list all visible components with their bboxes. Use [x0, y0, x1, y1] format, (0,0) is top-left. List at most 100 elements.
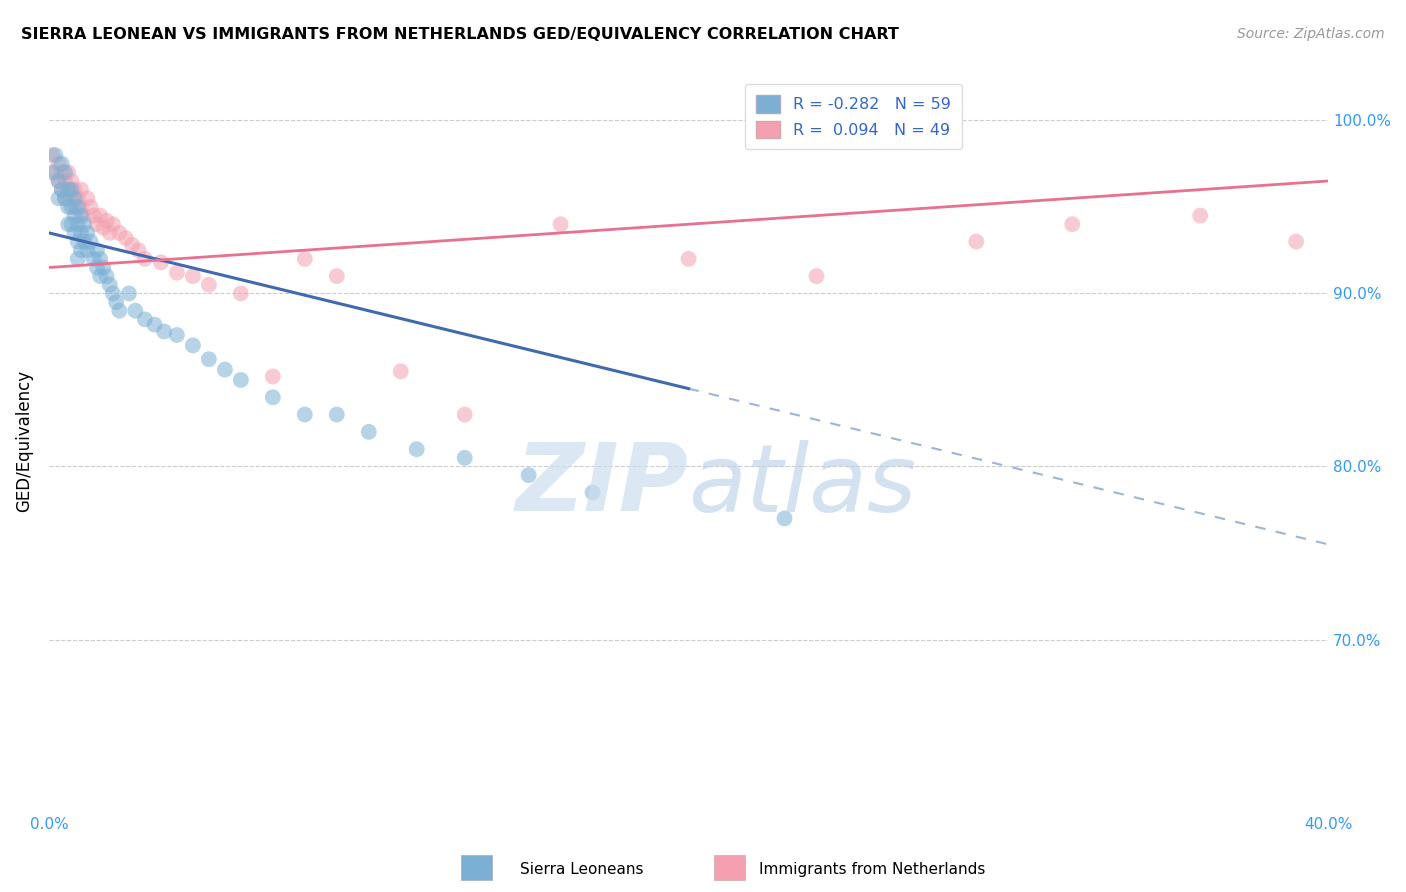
Point [357, 425, 380, 439]
Text: Source: ZipAtlas.com: Source: ZipAtlas.com [1237, 27, 1385, 41]
Point [89, 252, 111, 266]
Point [48, 174, 70, 188]
Point [41, 148, 63, 162]
Point [66, 235, 89, 249]
Point [86, 243, 108, 257]
Point [66, 217, 89, 231]
Text: ZIP: ZIP [516, 439, 689, 531]
Point [60, 200, 83, 214]
Point [73, 209, 96, 223]
Point [806, 269, 828, 284]
Point [128, 243, 150, 257]
Point [48, 191, 70, 205]
Point [965, 235, 987, 249]
Y-axis label: GED/Equivalency: GED/Equivalency [15, 369, 32, 512]
Point [86, 260, 108, 275]
Point [454, 450, 477, 465]
Point [229, 286, 252, 301]
Point [56, 217, 79, 231]
Point [166, 328, 188, 343]
Point [51, 157, 73, 171]
Point [89, 209, 111, 223]
Point [79, 200, 101, 214]
Point [76, 243, 98, 257]
Point [153, 325, 176, 339]
Point [96, 269, 118, 284]
Point [262, 369, 284, 384]
Text: Sierra Leoneans: Sierra Leoneans [520, 863, 644, 877]
Point [53, 191, 76, 205]
Point [70, 209, 93, 223]
Point [773, 511, 796, 525]
Point [48, 174, 70, 188]
Point [214, 362, 236, 376]
Point [51, 165, 73, 179]
Point [70, 183, 93, 197]
Point [86, 217, 108, 231]
Point [134, 312, 156, 326]
Point [181, 269, 204, 284]
Point [79, 235, 101, 249]
Point [262, 390, 284, 404]
Point [405, 442, 427, 457]
Point [60, 174, 83, 188]
Point [60, 183, 83, 197]
Point [517, 468, 540, 483]
Point [134, 252, 156, 266]
Point [124, 303, 146, 318]
Point [56, 200, 79, 214]
Point [550, 217, 572, 231]
Point [326, 408, 349, 422]
Point [118, 286, 141, 301]
Point [56, 165, 79, 179]
Point [454, 408, 477, 422]
Point [98, 226, 121, 240]
Point [63, 183, 86, 197]
Point [114, 231, 136, 245]
Point [1285, 235, 1308, 249]
Point [143, 318, 166, 332]
Point [83, 209, 105, 223]
Point [229, 373, 252, 387]
Point [96, 214, 118, 228]
Point [66, 191, 89, 205]
Point [41, 165, 63, 179]
Legend: R = -0.282   N = 59, R =  0.094   N = 49: R = -0.282 N = 59, R = 0.094 N = 49 [745, 84, 962, 149]
Point [63, 209, 86, 223]
Point [326, 269, 349, 284]
Point [101, 286, 124, 301]
Point [678, 252, 700, 266]
Point [181, 338, 204, 352]
Point [91, 220, 114, 235]
Point [51, 183, 73, 197]
Point [70, 200, 93, 214]
Point [60, 191, 83, 205]
Point [48, 157, 70, 171]
Point [1189, 209, 1212, 223]
Point [101, 217, 124, 231]
Point [83, 252, 105, 266]
Point [76, 226, 98, 240]
Point [51, 183, 73, 197]
Point [1062, 217, 1084, 231]
Point [98, 277, 121, 292]
Text: atlas: atlas [689, 440, 917, 531]
Text: Immigrants from Netherlands: Immigrants from Netherlands [759, 863, 986, 877]
Point [66, 200, 89, 214]
Point [56, 183, 79, 197]
Point [76, 191, 98, 205]
Text: SIERRA LEONEAN VS IMMIGRANTS FROM NETHERLANDS GED/EQUIVALENCY CORRELATION CHART: SIERRA LEONEAN VS IMMIGRANTS FROM NETHER… [21, 27, 898, 42]
Point [105, 295, 128, 310]
Point [60, 217, 83, 231]
Point [53, 165, 76, 179]
Point [56, 183, 79, 197]
Point [44, 165, 66, 179]
Point [121, 238, 143, 252]
Point [198, 352, 221, 367]
Point [89, 269, 111, 284]
Point [63, 200, 86, 214]
Point [73, 217, 96, 231]
Point [63, 226, 86, 240]
Point [66, 252, 89, 266]
Point [389, 364, 412, 378]
